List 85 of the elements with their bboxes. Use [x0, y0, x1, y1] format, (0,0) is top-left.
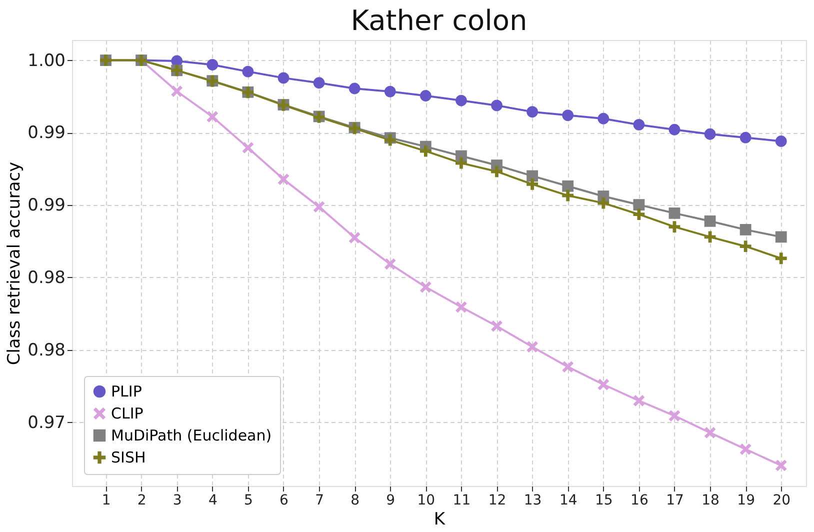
point: [242, 66, 254, 78]
point: [633, 208, 645, 220]
point: [526, 341, 538, 353]
point: [456, 94, 467, 106]
x-tick-label: 16: [630, 492, 648, 508]
point: [491, 166, 502, 178]
point: [668, 124, 680, 136]
x-tick-label: 2: [137, 492, 146, 508]
point: [491, 100, 502, 112]
x-axis-title: K: [434, 510, 446, 530]
point: [491, 320, 502, 332]
legend-label: MuDiPath (Euclidean): [111, 426, 272, 444]
point: [740, 444, 752, 455]
x-tick-label: 10: [417, 492, 436, 508]
point: [562, 110, 574, 121]
point: [171, 86, 183, 97]
point: [206, 111, 218, 122]
point: [278, 72, 290, 84]
x-tick-label: 11: [452, 492, 471, 508]
legend-label: CLIP: [111, 404, 144, 422]
point: [562, 361, 574, 373]
x-tick-label: 6: [280, 492, 289, 508]
point: [348, 82, 360, 94]
legend-label: SISH: [111, 448, 146, 466]
x-tick-label: 7: [315, 492, 324, 508]
point: [704, 231, 716, 243]
point: [242, 142, 254, 154]
x-tick-label: 3: [172, 492, 182, 508]
point: [775, 136, 787, 147]
x-tick-label: 17: [666, 492, 684, 508]
point: [668, 221, 680, 232]
point: [740, 240, 752, 252]
x-tick-label: 15: [594, 492, 613, 508]
y-tick-label: 0.97: [28, 412, 66, 433]
x-tick-label: 20: [772, 492, 791, 508]
legend-label: PLIP: [111, 382, 142, 400]
point: [384, 258, 396, 270]
x-tick-label: 5: [244, 492, 253, 508]
point: [775, 231, 787, 243]
point: [668, 207, 680, 219]
x-tick-label: 9: [386, 492, 396, 508]
point: [456, 157, 467, 169]
point: [633, 199, 645, 210]
y-tick-label: 1.00: [28, 50, 66, 71]
point: [420, 145, 432, 157]
point: [704, 427, 716, 438]
y-tick-label: 0.98: [28, 340, 66, 360]
point: [420, 281, 432, 293]
point: [420, 90, 432, 102]
point: [562, 190, 574, 202]
point: [348, 232, 360, 244]
point: [740, 224, 752, 236]
point: [668, 410, 680, 422]
point: [526, 106, 538, 118]
y-tick-label: 0.99: [28, 123, 66, 144]
point: [598, 197, 610, 209]
x-tick-label: 14: [559, 492, 578, 508]
x-tick-label: 4: [208, 492, 218, 508]
point: [456, 301, 467, 313]
y-tick-label: 0.98: [28, 268, 66, 288]
x-tick-label: 18: [702, 492, 720, 508]
point: [313, 77, 325, 89]
point: [598, 112, 610, 124]
x-tick-label: 12: [488, 492, 506, 508]
point: [313, 201, 325, 213]
point: [633, 395, 645, 406]
point: [775, 460, 787, 472]
x-tick-label: 1: [102, 492, 111, 508]
point: [740, 132, 752, 144]
y-axis-title: Class retrieval accuracy: [4, 162, 25, 366]
point: [598, 378, 610, 390]
point: [278, 174, 290, 186]
y-tick-label: 0.99: [28, 196, 66, 216]
point: [633, 119, 645, 130]
chart-title: Kather colon: [350, 4, 528, 37]
point: [206, 59, 218, 70]
point: [562, 180, 574, 192]
x-tick-label: 13: [524, 492, 542, 508]
point: [384, 86, 396, 98]
x-tick-label: 8: [350, 492, 360, 508]
point: [704, 128, 716, 140]
point: [526, 178, 538, 190]
point: [775, 252, 787, 264]
point: [704, 215, 716, 227]
x-tick-label: 19: [737, 492, 755, 508]
